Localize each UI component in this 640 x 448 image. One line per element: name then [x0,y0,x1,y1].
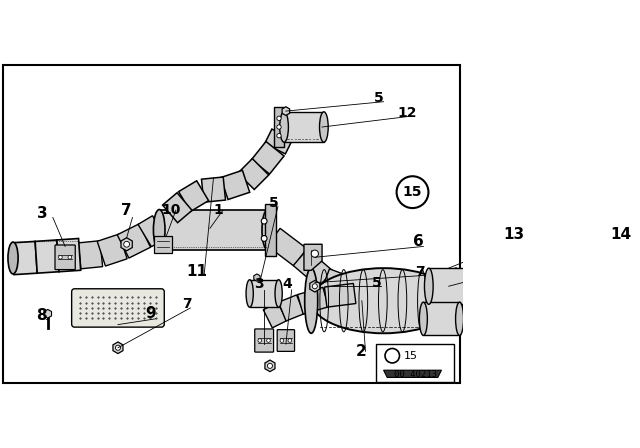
Text: 3: 3 [254,277,264,291]
Ellipse shape [311,268,456,333]
Polygon shape [282,107,290,116]
Text: 1: 1 [214,203,223,217]
Polygon shape [138,216,166,247]
Bar [265,204,276,256]
Polygon shape [179,181,209,211]
Text: 5: 5 [374,91,383,105]
Text: 5: 5 [269,196,278,210]
Polygon shape [163,193,192,223]
Polygon shape [254,274,260,281]
Circle shape [288,339,292,342]
Ellipse shape [154,210,165,250]
Ellipse shape [449,268,463,333]
Text: 15: 15 [403,185,422,199]
Ellipse shape [8,242,18,274]
Polygon shape [238,159,269,190]
Text: 7: 7 [415,265,424,279]
Bar [274,107,284,147]
Polygon shape [252,142,284,174]
Bar [376,344,454,382]
Polygon shape [263,302,287,328]
Polygon shape [97,234,127,266]
Text: 11: 11 [186,263,207,279]
Polygon shape [57,238,81,272]
Ellipse shape [305,268,317,333]
Text: 3: 3 [36,207,47,221]
Text: 00 40213: 00 40213 [394,370,437,379]
Circle shape [277,134,281,138]
FancyBboxPatch shape [255,329,273,352]
Polygon shape [12,241,37,275]
Circle shape [311,250,319,257]
Polygon shape [113,342,123,353]
Ellipse shape [319,112,328,142]
Polygon shape [35,240,59,273]
Polygon shape [202,177,225,202]
Ellipse shape [419,302,428,336]
Text: 12: 12 [397,106,417,120]
Circle shape [312,284,317,289]
Text: 6: 6 [413,234,424,249]
Text: 15: 15 [404,351,418,361]
Bar [250,280,278,307]
Circle shape [280,339,284,342]
Polygon shape [304,244,322,270]
Polygon shape [322,269,358,300]
Circle shape [124,241,129,247]
FancyBboxPatch shape [277,330,294,351]
Bar [429,268,468,304]
Ellipse shape [262,210,273,250]
Polygon shape [221,170,250,199]
Text: 10: 10 [162,203,181,217]
Polygon shape [278,295,304,321]
Ellipse shape [275,280,282,307]
Polygon shape [117,224,150,258]
Circle shape [268,363,273,368]
Circle shape [277,125,281,129]
Circle shape [59,255,62,259]
FancyBboxPatch shape [55,245,76,270]
Circle shape [258,339,262,342]
Polygon shape [121,238,132,251]
Polygon shape [78,241,102,269]
Polygon shape [353,279,378,304]
Polygon shape [265,360,275,372]
Bar [284,112,324,142]
Circle shape [68,255,72,259]
Text: 7: 7 [122,203,132,218]
Circle shape [115,345,120,350]
Polygon shape [44,310,52,318]
Polygon shape [267,228,307,266]
Polygon shape [310,280,320,292]
Polygon shape [298,287,328,314]
Text: 5: 5 [372,276,382,289]
Text: 4: 4 [282,277,292,291]
Bar [424,302,460,336]
Polygon shape [324,284,356,307]
Ellipse shape [424,268,433,304]
Circle shape [261,218,267,224]
Circle shape [267,339,270,342]
Polygon shape [383,370,442,377]
Polygon shape [154,236,172,253]
Text: 13: 13 [503,227,524,241]
FancyBboxPatch shape [72,289,164,327]
Ellipse shape [246,280,253,307]
Polygon shape [293,249,333,287]
Text: 2: 2 [356,344,367,359]
Text: 9: 9 [145,306,156,321]
Ellipse shape [456,302,463,336]
Circle shape [277,116,281,121]
Text: 7: 7 [182,297,191,311]
Circle shape [261,236,267,241]
Bar [159,210,268,250]
Ellipse shape [464,268,473,304]
Text: 14: 14 [611,227,632,241]
Polygon shape [265,129,292,154]
Text: 8: 8 [36,308,47,323]
Ellipse shape [280,112,289,142]
